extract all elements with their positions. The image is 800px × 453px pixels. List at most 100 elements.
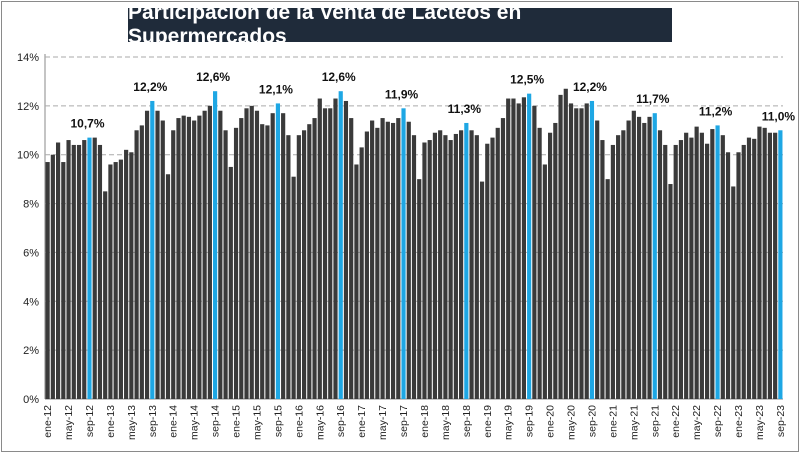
bar-jul-12	[76, 144, 82, 399]
bar-may-18	[443, 135, 448, 399]
bar-mar-20	[558, 94, 563, 399]
x-tick-label: ene-15	[231, 405, 243, 438]
bar-oct-13	[155, 110, 160, 399]
bar-ene-12	[45, 162, 50, 399]
bar-ene-18	[422, 142, 427, 399]
x-tick-label: sep-18	[461, 405, 473, 437]
bar-sep-16	[338, 91, 343, 399]
bar-jun-20	[574, 108, 579, 400]
bar-ene-23	[736, 152, 741, 399]
y-tick-label: 2%	[23, 345, 39, 357]
x-tick-label: ene-13	[105, 405, 117, 438]
x-tick-label: ene-23	[733, 405, 745, 438]
bar-may-20	[568, 103, 574, 400]
bar-sep-13	[150, 100, 155, 399]
data-label: 12,6%	[322, 70, 356, 84]
bar-abr-15	[249, 105, 254, 399]
bar-nov-19	[537, 127, 542, 399]
bar-dic-20	[605, 179, 610, 399]
bar-ago-20	[584, 103, 589, 400]
x-tick-label: may-17	[377, 405, 389, 440]
x-tick-label: sep-12	[84, 405, 96, 437]
bar-sep-22	[715, 125, 720, 400]
bar-mar-18	[432, 132, 438, 399]
bar-sep-19	[527, 93, 532, 400]
bar-may-16	[317, 98, 322, 400]
x-tick-label: sep-23	[775, 405, 787, 437]
bar-jun-17	[385, 121, 390, 399]
bar-jul-20	[579, 108, 584, 400]
bar-nov-18	[474, 135, 479, 399]
bar-ene-13	[108, 164, 113, 399]
x-tick-label: sep-21	[649, 405, 661, 437]
bar-ene-17	[359, 147, 364, 399]
bar-abr-13	[124, 149, 129, 399]
bar-sep-23	[778, 130, 783, 400]
bar-ene-19	[485, 143, 490, 399]
x-tick-label: may-15	[251, 405, 263, 440]
bar-may-17	[380, 118, 385, 400]
bar-jul-23	[767, 132, 773, 399]
bar-jun-19	[511, 98, 516, 400]
bar-abr-17	[375, 127, 380, 399]
x-tick-label: sep-20	[586, 405, 598, 437]
x-tick-label: ene-20	[545, 405, 557, 438]
bar-dic-12	[103, 191, 108, 399]
bar-ene-15	[233, 127, 239, 399]
bar-feb-19	[490, 137, 495, 399]
y-tick-label: 8%	[23, 199, 39, 211]
bar-jun-12	[71, 144, 76, 399]
bar-dic-16	[354, 164, 359, 399]
bar-oct-19	[532, 105, 537, 399]
bar-ago-12	[82, 140, 87, 400]
bar-oct-21	[657, 130, 663, 400]
bar-abr-23	[752, 138, 757, 400]
bar-jun-15	[260, 124, 265, 399]
bar-jul-14	[202, 110, 207, 399]
y-tick-label: 0%	[23, 394, 39, 406]
bar-may-22	[694, 126, 699, 399]
x-tick-label: ene-18	[419, 405, 431, 438]
bar-sep-21	[652, 113, 657, 399]
y-tick-label: 6%	[23, 247, 39, 259]
bar-nov-16	[349, 118, 354, 400]
x-tick-label: may-22	[691, 405, 703, 440]
bar-oct-12	[92, 137, 97, 399]
data-label: 12,6%	[196, 70, 230, 84]
x-tick-label: may-12	[63, 405, 75, 440]
x-tick-label: sep-17	[398, 405, 410, 437]
bar-jun-23	[762, 127, 767, 399]
bar-nov-12	[97, 144, 103, 399]
bar-nov-13	[160, 120, 165, 399]
bar-oct-17	[406, 121, 411, 399]
x-tick-label: may-23	[754, 405, 766, 440]
x-tick-label: sep-14	[210, 405, 222, 437]
bar-oct-14	[218, 110, 223, 399]
x-tick-label: may-14	[189, 405, 201, 440]
y-tick-label: 14%	[17, 52, 39, 64]
bar-jul-13	[139, 125, 144, 400]
bar-jul-19	[516, 103, 521, 400]
bar-feb-22	[678, 140, 684, 400]
bar-mar-23	[746, 137, 752, 399]
y-tick-label: 12%	[17, 101, 39, 113]
bar-ago-19	[521, 97, 527, 400]
bar-sep-14	[213, 91, 218, 399]
bar-jul-15	[265, 125, 270, 400]
bar-ene-21	[610, 144, 615, 399]
bar-abr-14	[186, 116, 192, 399]
bar-jul-16	[328, 108, 333, 400]
bar-ago-21	[647, 116, 652, 399]
bar-sep-15	[275, 103, 281, 400]
bar-ene-20	[547, 132, 553, 399]
bar-mar-12	[55, 142, 61, 399]
bar-oct-20	[595, 120, 600, 399]
bar-ago-23	[773, 132, 778, 399]
bar-nov-21	[663, 144, 668, 399]
bar-feb-12	[50, 154, 55, 399]
bar-feb-13	[113, 162, 118, 399]
bar-oct-18	[469, 130, 474, 400]
bar-feb-20	[553, 122, 558, 399]
